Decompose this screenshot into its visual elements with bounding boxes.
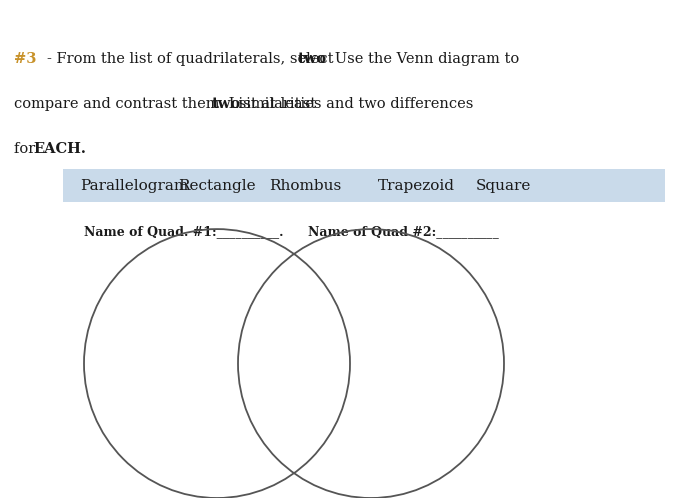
Text: - From the list of quadrilaterals, select: - From the list of quadrilaterals, selec…	[47, 52, 338, 66]
Text: two: two	[298, 52, 327, 66]
Text: compare and contrast them. List at least: compare and contrast them. List at least	[14, 97, 321, 111]
Text: Name of Quad #2:__________: Name of Quad #2:__________	[308, 225, 498, 238]
FancyBboxPatch shape	[63, 169, 665, 202]
Text: Rectangle: Rectangle	[178, 178, 256, 193]
Text: similarities and two differences: similarities and two differences	[234, 97, 474, 111]
Text: two: two	[211, 97, 241, 111]
Text: .  Use the Venn diagram to: . Use the Venn diagram to	[321, 52, 519, 66]
Text: Name of Quad. #1:__________.: Name of Quad. #1:__________.	[84, 225, 284, 238]
Text: Parallelogram: Parallelogram	[80, 178, 189, 193]
Text: Square: Square	[476, 178, 531, 193]
Text: for: for	[14, 142, 40, 156]
Text: #3: #3	[14, 52, 36, 66]
Text: EACH.: EACH.	[34, 142, 87, 156]
Text: Trapezoid: Trapezoid	[378, 178, 455, 193]
Text: Rhombus: Rhombus	[270, 178, 342, 193]
